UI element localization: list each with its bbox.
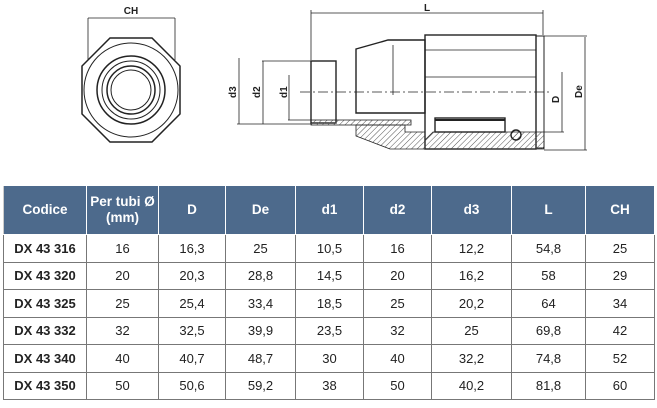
table-row: DX 43 325 25 25,4 33,4 18,5 25 20,2 64 34 <box>3 289 655 318</box>
header-d3: d3 <box>431 185 512 235</box>
table-row: DX 43 316 16 16,3 25 10,5 16 12,2 54,8 25 <box>3 234 655 263</box>
header-d1: d1 <box>295 185 364 235</box>
header-l: L <box>511 185 586 235</box>
table-cell: 50 <box>86 371 159 400</box>
table-cell: 29 <box>585 261 655 290</box>
de-dimension-label: De <box>574 85 585 98</box>
table-cell: 16,3 <box>158 234 226 263</box>
table-cell: 64 <box>511 289 586 318</box>
cell-code: DX 43 325 <box>3 289 87 318</box>
table-cell: 23,5 <box>295 316 364 345</box>
table-cell: 59,2 <box>225 371 296 400</box>
table-cell: 39,9 <box>225 316 296 345</box>
header-de: De <box>225 185 296 235</box>
table-cell: 20,3 <box>158 261 226 290</box>
table-cell: 40,2 <box>431 371 512 400</box>
table-header-row: Codice Per tubi Ø (mm) D De d1 d2 d3 L C… <box>3 185 655 235</box>
header-ch: CH <box>585 185 655 235</box>
side-view <box>237 10 587 151</box>
table-cell: 16 <box>363 234 432 263</box>
header-d: D <box>158 185 226 235</box>
table-cell: 18,5 <box>295 289 364 318</box>
d2-dimension-label: d2 <box>252 86 263 98</box>
table-cell: 40,7 <box>158 344 226 373</box>
table-cell: 16,2 <box>431 261 512 290</box>
table-cell: 16 <box>86 234 159 263</box>
table-cell: 38 <box>295 371 364 400</box>
table-cell: 25 <box>225 234 296 263</box>
table-cell: 52 <box>585 344 655 373</box>
table-row: DX 43 350 50 50,6 59,2 38 50 40,2 81,8 60 <box>3 371 655 400</box>
cell-code: DX 43 340 <box>3 344 87 373</box>
header-per-tubi: Per tubi Ø (mm) <box>86 185 159 235</box>
table-cell: 12,2 <box>431 234 512 263</box>
table-cell: 69,8 <box>511 316 586 345</box>
table-row: DX 43 340 40 40,7 48,7 30 40 32,2 74,8 52 <box>3 344 655 373</box>
d3-dimension-label: d3 <box>228 86 239 98</box>
table-cell: 74,8 <box>511 344 586 373</box>
table-cell: 25 <box>363 289 432 318</box>
table-cell: 60 <box>585 371 655 400</box>
table-row: DX 43 332 32 32,5 39,9 23,5 32 25 69,8 42 <box>3 316 655 345</box>
d-dimension-label: D <box>551 96 562 103</box>
table-cell: 33,4 <box>225 289 296 318</box>
table-cell: 10,5 <box>295 234 364 263</box>
table-cell: 34 <box>585 289 655 318</box>
table-cell: 30 <box>295 344 364 373</box>
table-cell: 40 <box>86 344 159 373</box>
table-cell: 25 <box>431 316 512 345</box>
cell-code: DX 43 316 <box>3 234 87 263</box>
technical-drawing: CH L d3 d2 d1 D De <box>81 3 587 151</box>
cell-code: DX 43 332 <box>3 316 87 345</box>
table-cell: 32 <box>86 316 159 345</box>
header-d2: d2 <box>363 185 432 235</box>
d1-dimension-label: d1 <box>279 86 290 98</box>
table-cell: 28,8 <box>225 261 296 290</box>
table-cell: 50 <box>363 371 432 400</box>
table-cell: 58 <box>511 261 586 290</box>
front-view <box>81 17 181 143</box>
table-cell: 20 <box>363 261 432 290</box>
table-cell: 14,5 <box>295 261 364 290</box>
table-row: DX 43 320 20 20,3 28,8 14,5 20 16,2 58 29 <box>3 261 655 290</box>
table-cell: 81,8 <box>511 371 586 400</box>
table-cell: 25 <box>585 234 655 263</box>
table-cell: 25,4 <box>158 289 226 318</box>
table-cell: 20,2 <box>431 289 512 318</box>
table-cell: 32,5 <box>158 316 226 345</box>
table-cell: 42 <box>585 316 655 345</box>
cell-code: DX 43 350 <box>3 371 87 400</box>
table-cell: 32,2 <box>431 344 512 373</box>
header-codice: Codice <box>3 185 87 235</box>
table-cell: 32 <box>363 316 432 345</box>
ch-dimension-label: CH <box>124 6 138 17</box>
table-cell: 54,8 <box>511 234 586 263</box>
spec-table: Codice Per tubi Ø (mm) D De d1 d2 d3 L C… <box>3 185 655 400</box>
table-cell: 25 <box>86 289 159 318</box>
cell-code: DX 43 320 <box>3 261 87 290</box>
table-cell: 48,7 <box>225 344 296 373</box>
table-cell: 20 <box>86 261 159 290</box>
l-dimension-label: L <box>424 3 430 14</box>
table-cell: 50,6 <box>158 371 226 400</box>
table-cell: 40 <box>363 344 432 373</box>
